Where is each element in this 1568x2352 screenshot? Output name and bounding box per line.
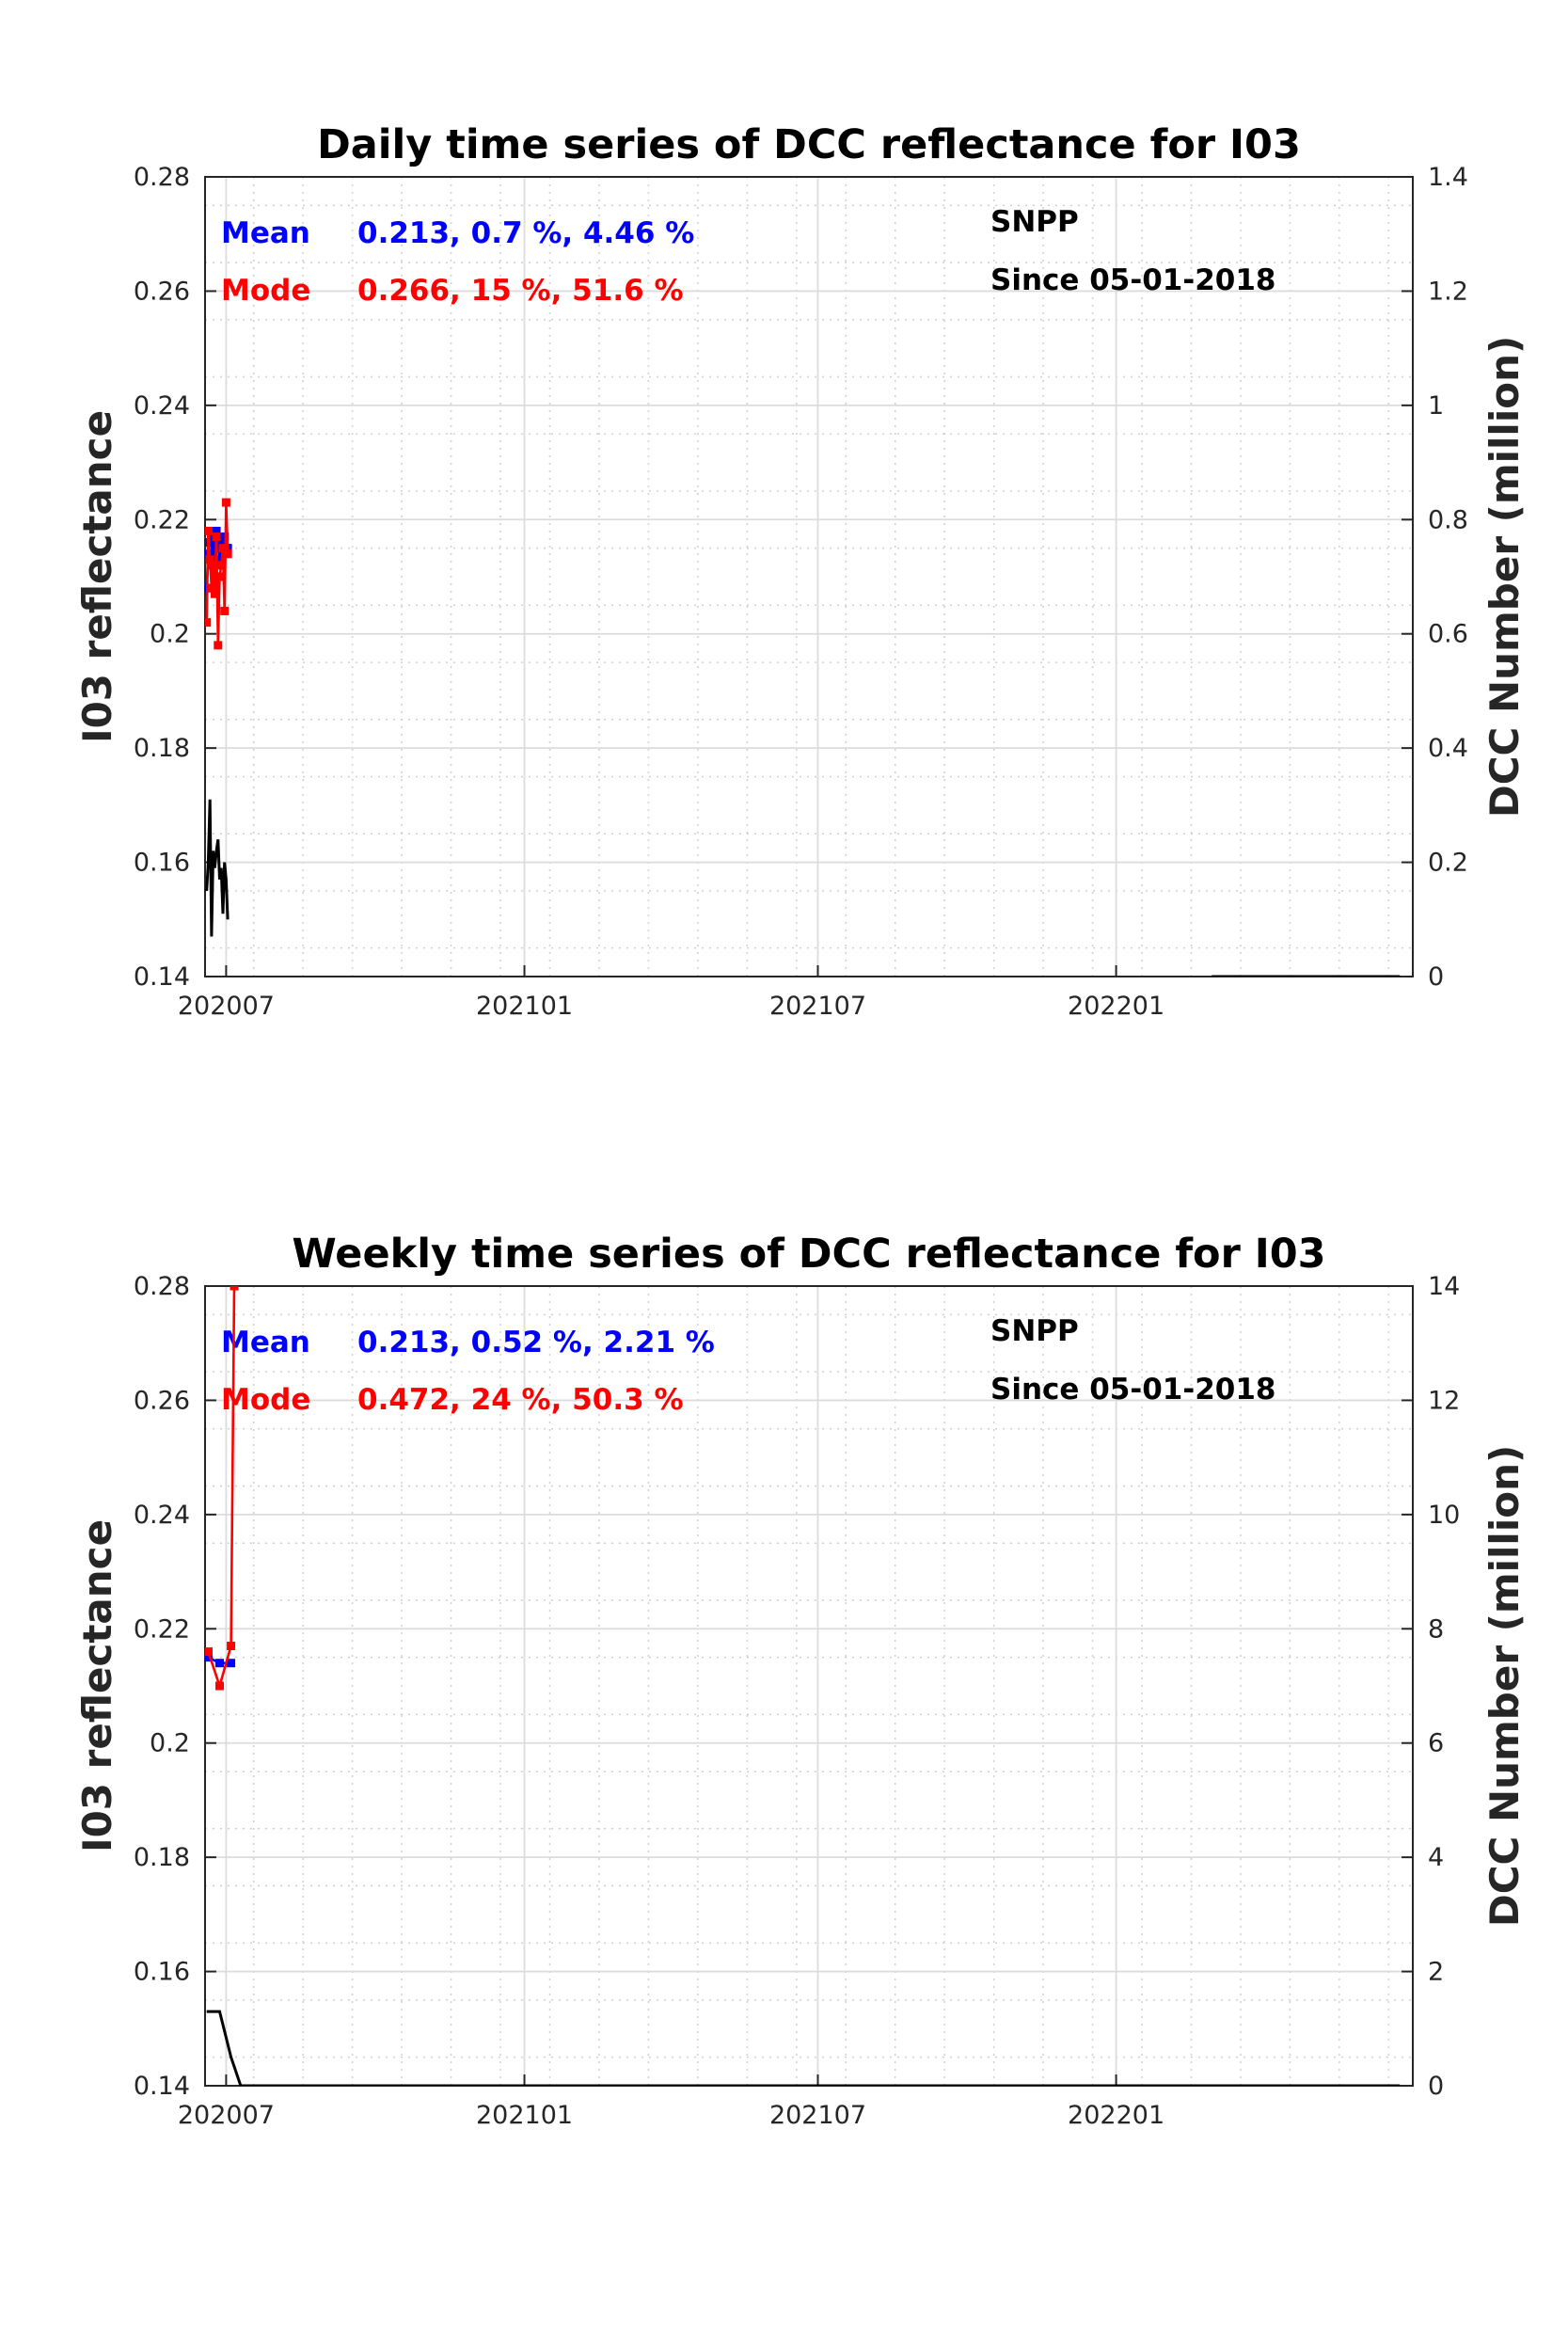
y2-tick-label: 0 <box>1428 962 1444 992</box>
y2-tick-label: 0.4 <box>1428 734 1468 763</box>
y2-tick-label: 0 <box>1428 2072 1444 2101</box>
y-tick-label: 0.24 <box>134 391 190 421</box>
y2-axis-label: DCC Number (million) <box>1481 336 1528 818</box>
y-tick-label: 0.14 <box>134 2072 190 2101</box>
data-point-mode <box>216 561 226 570</box>
plot-area-border <box>204 176 1414 977</box>
chart-title: Weekly time series of DCC reflectance fo… <box>292 1231 1325 1278</box>
x-tick-label: 202201 <box>1068 992 1164 1021</box>
data-point-mode <box>212 532 221 541</box>
y2-tick-label: 8 <box>1428 1614 1444 1644</box>
series-line-dcc-number <box>206 2010 1401 2086</box>
x-tick-label: 202101 <box>476 992 573 1021</box>
y2-tick-label: 0.8 <box>1428 505 1468 534</box>
data-point-mean <box>216 538 226 548</box>
mean-label: Mean <box>221 1326 310 1359</box>
y-tick-label: 0.26 <box>134 277 190 306</box>
x-tick-label: 202107 <box>769 2101 866 2130</box>
y2-tick-label: 2 <box>1428 1958 1444 1987</box>
x-tick-label: 202101 <box>476 2101 573 2130</box>
satellite-label: SNPP <box>990 205 1079 239</box>
series-line-dcc-number <box>205 799 230 937</box>
y-tick-label: 0.28 <box>134 163 190 192</box>
y2-tick-label: 6 <box>1428 1729 1444 1758</box>
chart-panel-2: 0.14 0.16 0.18 0.2 0.22 0.24 0.26 0.28 0 2 4 6 8 10 12… <box>74 1231 1528 2130</box>
data-point-mode <box>210 589 219 598</box>
mode-label: Mode <box>221 274 310 308</box>
data-point-mode <box>205 526 213 535</box>
series-layer <box>205 1286 1401 2086</box>
data-point-mode <box>223 549 232 559</box>
data-point-mean <box>215 1659 225 1668</box>
mode-label: Mode <box>221 1383 310 1417</box>
data-point-mode <box>230 1286 239 1291</box>
y2-tick-label: 0.6 <box>1428 620 1468 649</box>
y2-tick-label: 4 <box>1428 1843 1444 1872</box>
mode-stats: 0.472, 24 %, 50.3 % <box>357 1383 684 1417</box>
y-tick-label: 0.26 <box>134 1386 190 1415</box>
x-tick-label: 202107 <box>769 992 866 1021</box>
satellite-label: SNPP <box>990 1314 1079 1348</box>
x-tick-label: 202007 <box>178 992 275 1021</box>
data-point-mode <box>207 583 216 593</box>
mean-stats: 0.213, 0.52 %, 2.21 % <box>357 1326 715 1359</box>
x-tick-label: 202201 <box>1068 2101 1164 2130</box>
data-point-mean <box>205 1653 213 1662</box>
since-label: Since 05-01-2018 <box>990 1373 1276 1406</box>
data-point-mode <box>221 498 230 507</box>
y2-tick-label: 1.2 <box>1428 277 1468 306</box>
x-tick-label: 202007 <box>178 2101 275 2130</box>
data-point-mode <box>205 1647 213 1657</box>
y2-tick-label: 12 <box>1428 1386 1460 1415</box>
chart-panel-1: 0.14 0.16 0.18 0.2 0.22 0.24 0.26 0.28 0 0.2 0.4 0.… <box>74 121 1528 1021</box>
mean-label: Mean <box>221 216 310 250</box>
data-point-mode <box>205 618 212 628</box>
chart-title: Daily time series of DCC reflectance for… <box>317 121 1301 168</box>
y2-tick-label: 1.4 <box>1428 163 1468 192</box>
series-layer <box>205 498 1401 977</box>
mode-stats: 0.266, 15 %, 51.6 % <box>357 274 684 308</box>
since-label: Since 05-01-2018 <box>990 263 1276 297</box>
y2-tick-label: 14 <box>1428 1272 1460 1301</box>
y-tick-label: 0.14 <box>134 962 190 992</box>
data-point-mode <box>205 555 214 564</box>
y-tick-label: 0.2 <box>150 620 190 649</box>
data-point-mode <box>215 1681 225 1691</box>
y-tick-label: 0.2 <box>150 1729 190 1758</box>
data-point-mean <box>210 544 219 553</box>
y-axis-label: I03 reflectance <box>74 1519 120 1852</box>
y2-tick-label: 0.2 <box>1428 849 1468 878</box>
y-tick-label: 0.24 <box>134 1501 190 1530</box>
data-point-mean <box>212 526 221 535</box>
data-point-mode <box>209 561 218 570</box>
data-point-mode <box>220 606 230 615</box>
mean-stats: 0.213, 0.7 %, 4.46 % <box>357 216 694 250</box>
data-point-mode <box>227 1642 236 1650</box>
y-axis-label: I03 reflectance <box>74 410 120 743</box>
y2-tick-label: 1 <box>1428 391 1444 421</box>
series-line-mode <box>207 1286 236 1691</box>
data-point-mean <box>207 532 216 541</box>
y-tick-label: 0.16 <box>134 849 190 878</box>
data-point-mean <box>227 1659 236 1668</box>
y-tick-label: 0.18 <box>134 734 190 763</box>
y-tick-label: 0.28 <box>134 1272 190 1301</box>
data-point-mode <box>214 641 223 650</box>
y2-axis-label: DCC Number (million) <box>1481 1445 1528 1927</box>
y-tick-label: 0.22 <box>134 1614 190 1644</box>
data-point-mean <box>215 555 225 564</box>
y-tick-label: 0.22 <box>134 505 190 534</box>
data-point-mode <box>215 572 225 581</box>
y2-tick-label: 10 <box>1428 1501 1460 1530</box>
data-point-mode <box>218 544 228 553</box>
y-tick-label: 0.18 <box>134 1843 190 1872</box>
y-tick-label: 0.16 <box>134 1958 190 1987</box>
